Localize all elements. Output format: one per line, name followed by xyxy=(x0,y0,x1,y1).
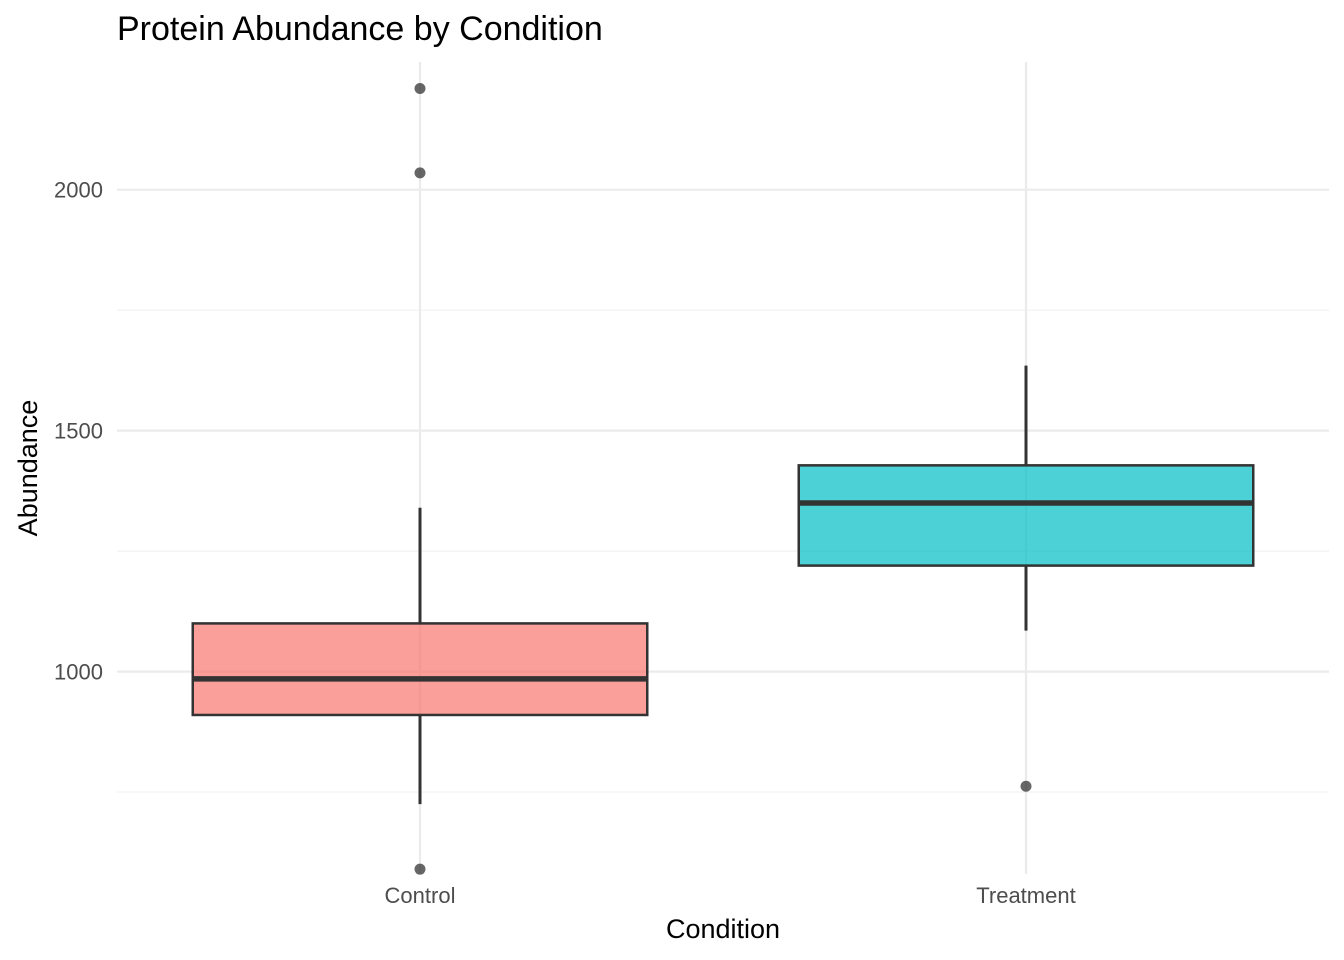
y-tick-label: 1500 xyxy=(54,419,103,444)
iqr-box xyxy=(797,464,1255,567)
box-group-treatment xyxy=(797,365,1255,792)
x-tick-label: Treatment xyxy=(976,883,1075,908)
x-tick-label: Control xyxy=(385,883,456,908)
box-group-control xyxy=(191,83,649,875)
outlier-point xyxy=(414,83,426,95)
tick-layer: 1000 1500 2000 Control Treatment xyxy=(54,178,1076,908)
outlier-point xyxy=(414,167,426,179)
iqr-box xyxy=(191,622,649,717)
x-axis-title: Condition xyxy=(666,914,780,944)
outlier-point xyxy=(1020,780,1032,792)
y-tick-label: 2000 xyxy=(54,178,103,203)
y-axis-title: Abundance xyxy=(13,400,43,537)
box-layer xyxy=(191,83,1255,875)
chart-title: Protein Abundance by Condition xyxy=(117,10,603,48)
y-tick-label: 1000 xyxy=(54,660,103,685)
outlier-point xyxy=(414,863,426,875)
